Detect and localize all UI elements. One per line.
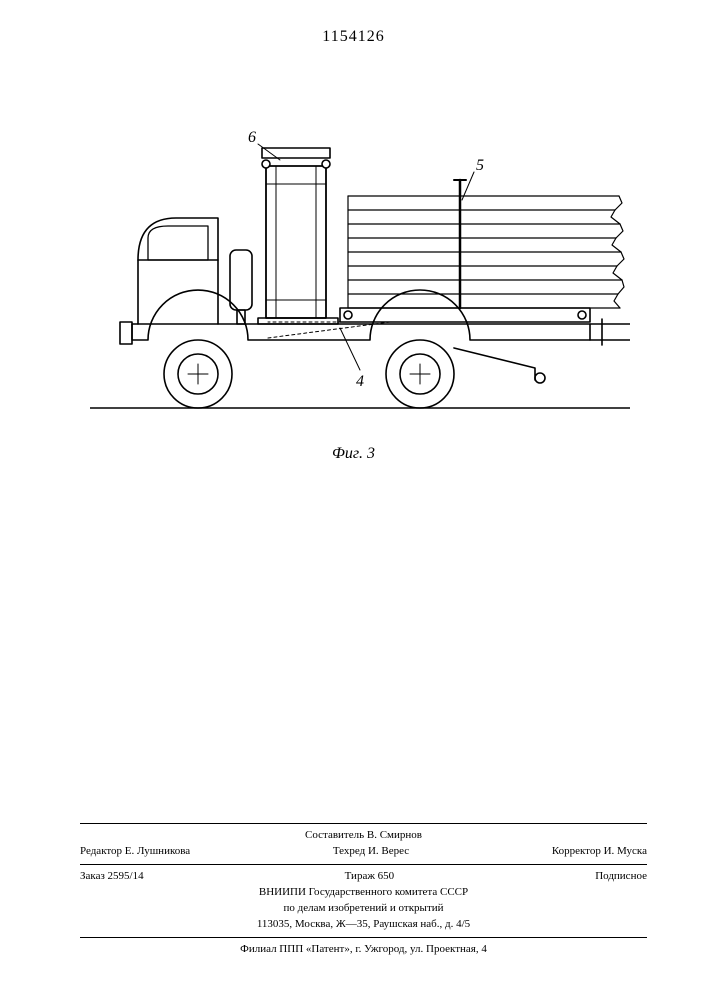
document-number: 1154126 [0,28,707,46]
order-number: Заказ 2595/14 [80,869,144,885]
editor: Редактор Е. Лушникова [80,844,190,860]
figure-caption: Фиг. 3 [0,445,707,463]
org-line-2: по делам изобретений и открытий [80,901,647,917]
imprint-footer: Составитель В. Смирнов Редактор Е. Лушни… [80,819,647,958]
address-1: 113035, Москва, Ж—35, Раушская наб., д. … [80,917,647,933]
callout-4: 4 [356,373,364,390]
callout-6: 6 [248,129,256,146]
address-2: Филиал ППП «Патент», г. Ужгород, ул. Про… [80,942,647,958]
corrector: Корректор И. Муска [552,844,647,860]
figure-3: 6 5 4 [90,110,630,440]
compiler-line: Составитель В. Смирнов [80,828,647,844]
tirazh: Тираж 650 [345,869,395,885]
org-line-1: ВНИИПИ Государственного комитета СССР [80,885,647,901]
signed: Подписное [595,869,647,885]
tech-editor: Техред И. Верес [333,844,409,860]
callout-5: 5 [476,157,484,174]
